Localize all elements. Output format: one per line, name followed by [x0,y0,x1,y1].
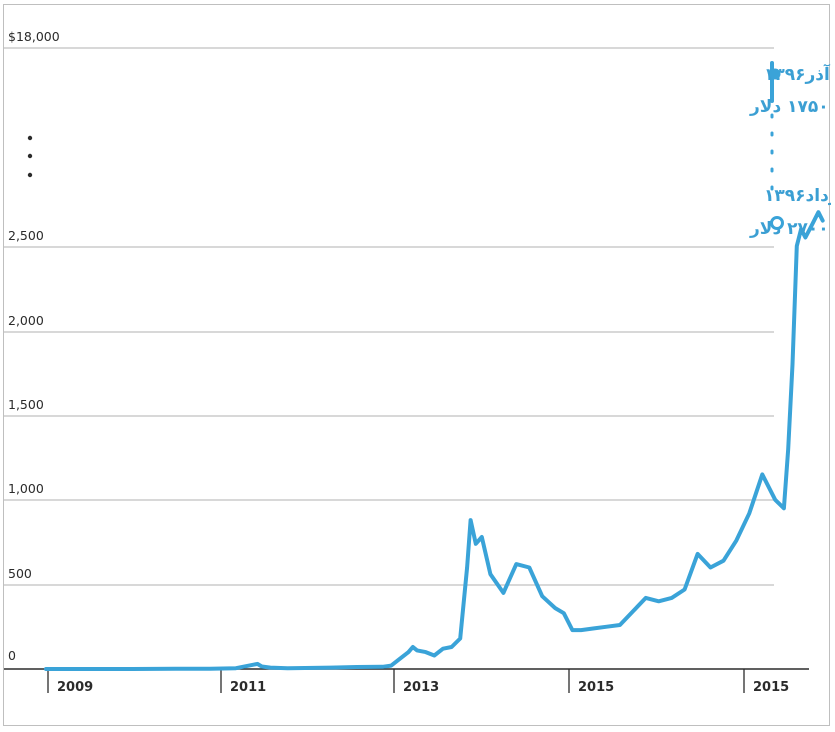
x-axis-ticks: 2009 2011 2013 2015 2015 [47,669,789,695]
x-tick-label: 2015 [578,680,614,695]
line-chart: 0 500 1,000 1,500 2,000 2,500 $18,000 2009 2011… [4,29,831,695]
x-tick-label: 2011 [230,680,266,695]
axis-break-marks [27,135,33,178]
y-tick-label: 0 [8,648,16,663]
annotation-1-line2: حدود ۱۷۵۰۰ دلار [749,97,831,117]
annotation-2-line1: قیمت بیت کوین در ۲۲ خرداد۱۳۹۶ [764,186,831,206]
annotation-1-line1: قیمت بیت کوین در ۲۹ آذر۱۳۹۶ [764,63,831,85]
y-tick-label: 500 [8,566,32,581]
y-tick-label: 2,500 [8,228,44,243]
x-tick-label: 2009 [57,680,93,695]
y-tick-label: $18,000 [8,29,60,44]
chart-frame: 0 500 1,000 1,500 2,000 2,500 $18,000 2009 2011… [3,4,831,726]
y-tick-label: 2,000 [8,313,44,328]
y-tick-label: 1,000 [8,481,44,496]
gridlines [4,47,774,586]
annotations: قیمت بیت کوین در ۲۹ آذر۱۳۹۶ حدود ۱۷۵۰۰ د… [749,63,831,239]
axis-break-dot-1 [27,135,33,141]
x-tick-label: 2015 [753,680,789,695]
price-line [44,210,825,671]
y-axis-ticks: 0 500 1,000 1,500 2,000 2,500 $18,000 [8,29,60,663]
x-tick-label: 2013 [403,680,439,695]
annotation-1-marker [769,68,781,80]
series-layer [44,61,825,671]
axis-break-dot-2 [27,153,33,159]
annotation-2-marker [770,216,784,230]
y-tick-label: 1,500 [8,397,44,412]
annotation-2-line2: حدود ۲۷۰۰ دلار [749,219,831,239]
axis-break-dot-3 [27,172,33,178]
